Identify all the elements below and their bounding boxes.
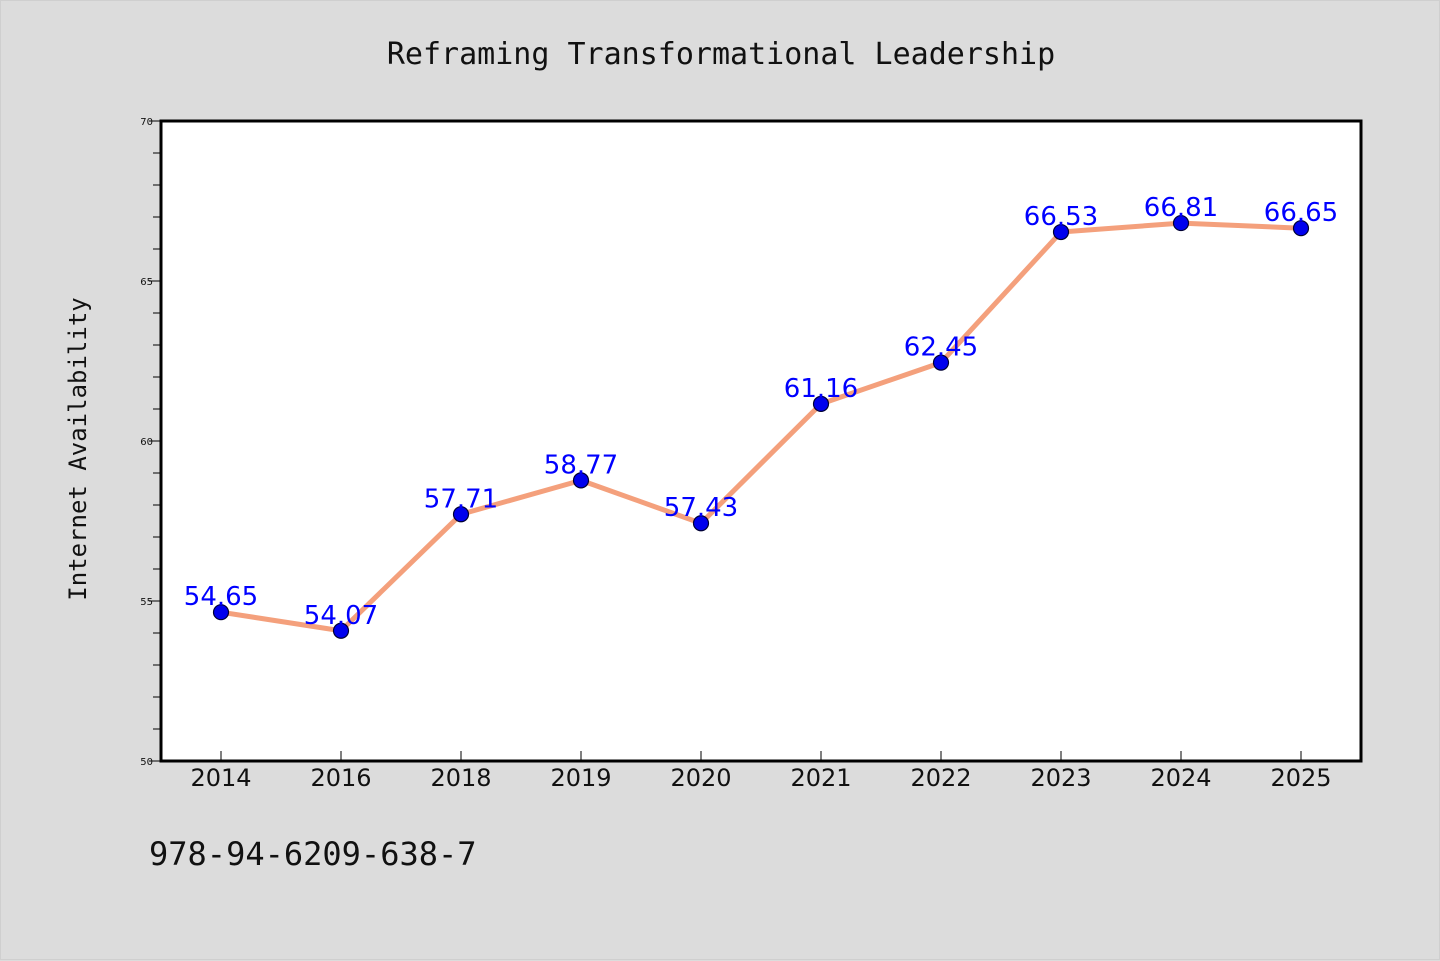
data-points (212, 214, 1310, 639)
data-label: 54.07 (304, 601, 378, 631)
data-label: 66.65 (1264, 198, 1338, 228)
data-label: 61.16 (784, 374, 858, 404)
y-axis-tick-labels: 50 55 60 65 70 (140, 117, 153, 768)
x-tick-label: 2025 (1270, 764, 1331, 792)
data-point (572, 472, 590, 489)
y-axis-label: Internet Availability (64, 297, 92, 600)
y-tick-label: 70 (140, 117, 153, 128)
y-axis-ticks (149, 120, 161, 762)
data-point (812, 395, 830, 412)
y-tick-label: 65 (140, 277, 153, 288)
data-label: 62.45 (904, 333, 978, 363)
data-point (932, 354, 950, 371)
x-tick-label: 2019 (550, 764, 611, 792)
x-tick-label: 2021 (790, 764, 851, 792)
data-point (1172, 214, 1190, 232)
y-tick-label: 60 (140, 437, 153, 448)
data-label: 66.53 (1024, 202, 1098, 232)
data-point (1292, 220, 1310, 237)
data-label: 66.81 (1144, 193, 1218, 223)
plot-area (159, 119, 1363, 763)
data-point (452, 506, 470, 523)
data-point (692, 515, 710, 532)
data-label: 57.43 (664, 493, 738, 523)
data-labels: 54.65 54.07 57.71 58.77 57.43 61.16 62.45 66.53… (184, 193, 1338, 631)
x-tick-label: 2020 (670, 764, 731, 792)
y-tick-label: 55 (140, 597, 153, 608)
x-tick-label: 2024 (1150, 764, 1211, 792)
chart-title: Reframing Transformational Leadership (387, 37, 1055, 72)
data-point (212, 604, 230, 621)
x-tick-label: 2016 (310, 764, 371, 792)
series-line (218, 220, 1304, 634)
data-point (332, 622, 350, 639)
data-label: 58.77 (544, 450, 618, 480)
x-tick-label: 2014 (190, 764, 251, 792)
data-point (1052, 223, 1070, 241)
data-label: 57.71 (424, 484, 498, 514)
x-tick-label: 2022 (910, 764, 971, 792)
isbn-text: 978-94-6209-638-7 (149, 835, 477, 873)
x-tick-label: 2018 (430, 764, 491, 792)
x-tick-label: 2023 (1030, 764, 1091, 792)
x-axis-ticks (220, 751, 1302, 761)
y-tick-label: 50 (140, 757, 153, 768)
data-label: 54.65 (184, 582, 258, 612)
x-axis-tick-labels: 2014 2016 2018 2019 2020 2021 2022 2023 2024 2025 (190, 764, 1331, 792)
